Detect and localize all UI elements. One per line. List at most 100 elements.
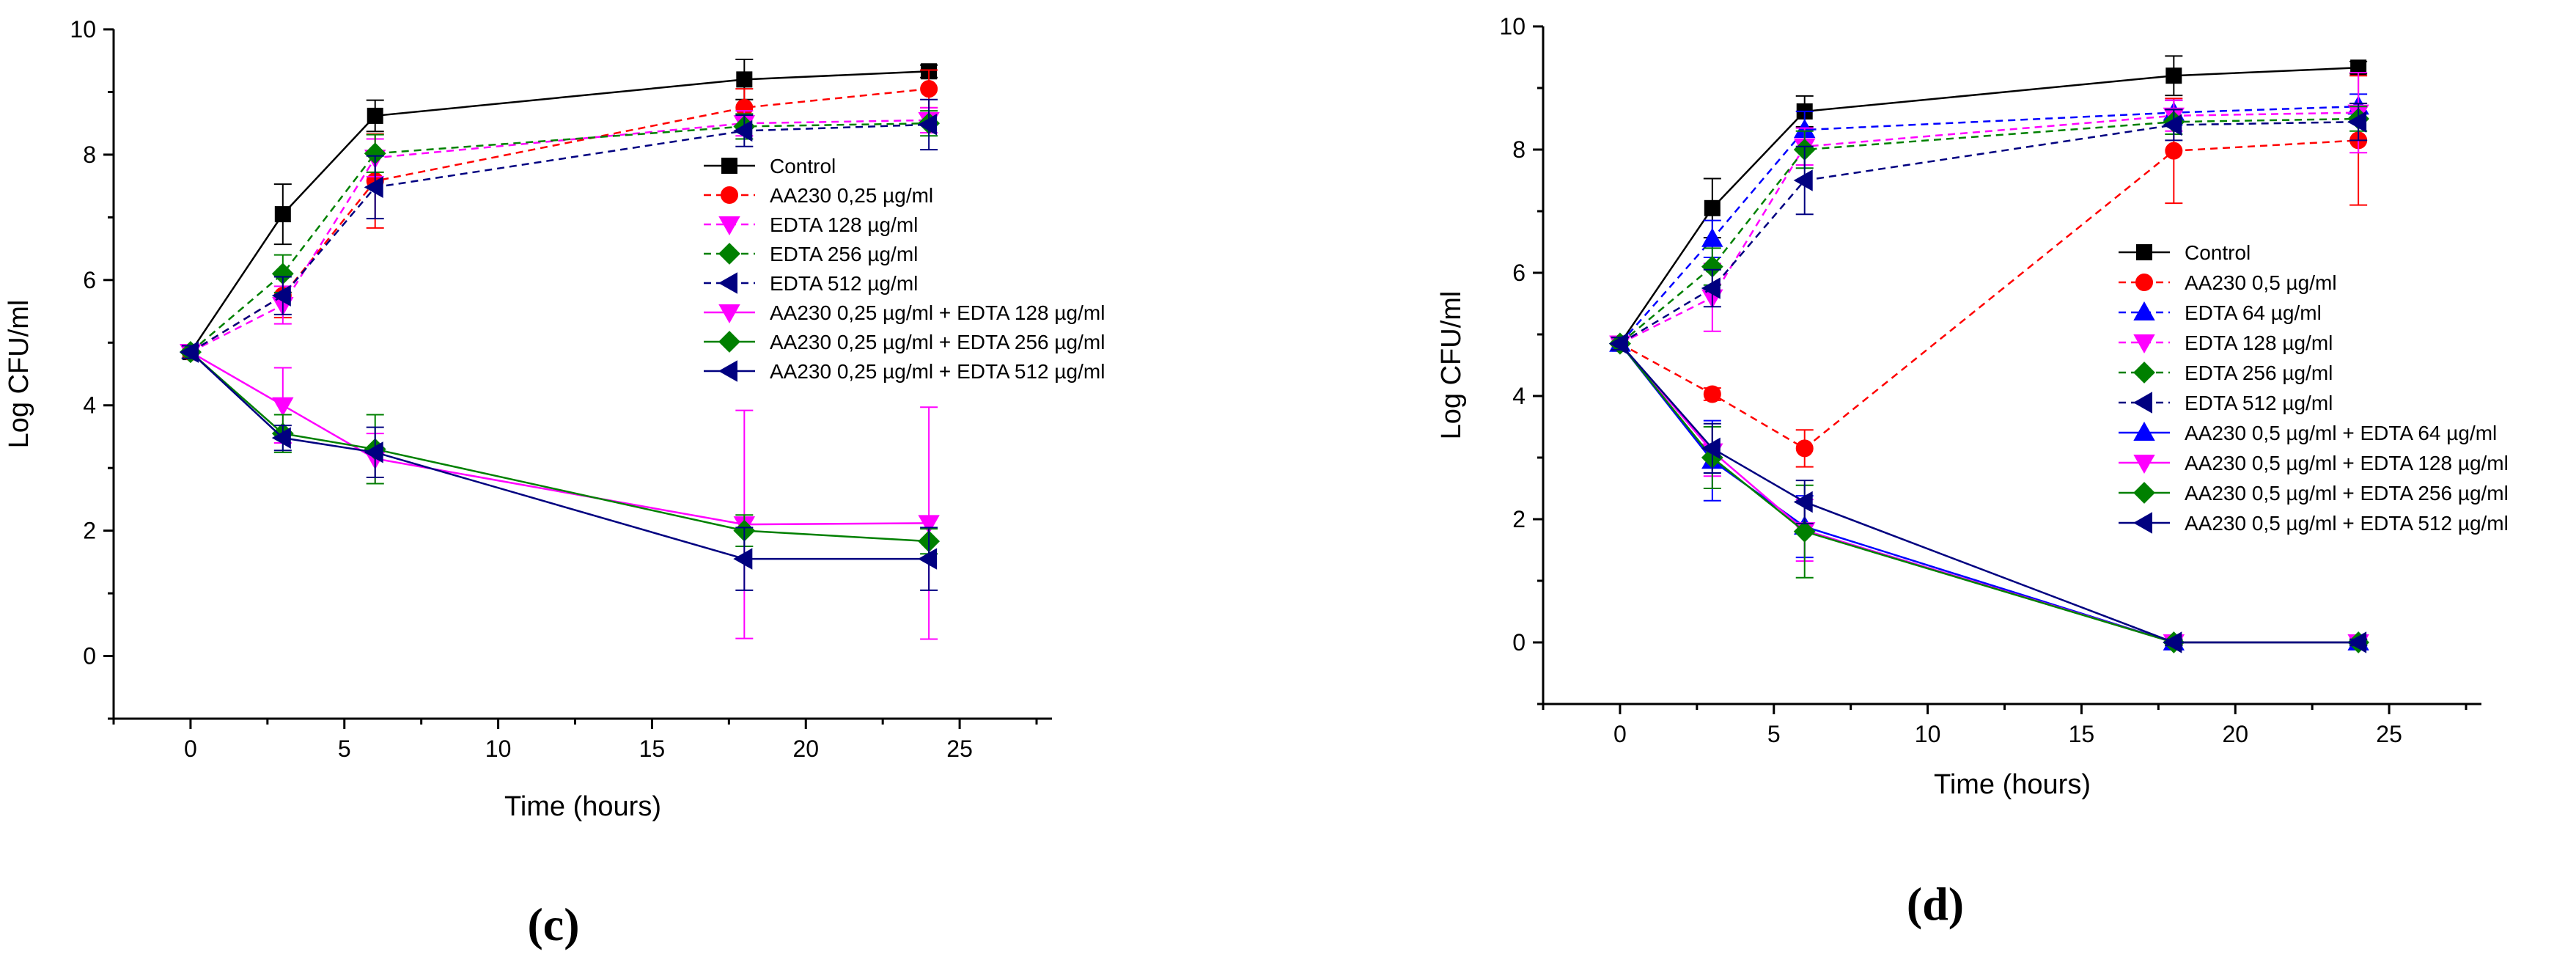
x-tick-label: 25 [2376, 721, 2402, 747]
y-tick-label: 2 [1512, 506, 1526, 532]
legend-label: AA230 0,5 µg/ml [2185, 271, 2337, 294]
legend-marker [2133, 455, 2155, 474]
data-point [1793, 169, 1813, 191]
data-point [1703, 385, 1721, 403]
data-point [733, 548, 753, 570]
legend-marker [2133, 334, 2155, 354]
data-point [2165, 67, 2182, 84]
data-point [920, 80, 938, 98]
x-tick-label: 5 [338, 736, 351, 762]
data-point [1795, 439, 1814, 458]
y-axis-label: Log CFU/ml [4, 300, 34, 449]
series-5 [180, 344, 940, 640]
data-point [2165, 142, 2183, 160]
series-5 [1608, 103, 2368, 355]
data-point [736, 71, 753, 88]
data-point [272, 397, 294, 417]
legend-label: EDTA 64 µg/ml [2185, 301, 2322, 324]
x-tick-label: 15 [639, 736, 666, 762]
y-tick-label: 4 [83, 392, 96, 419]
series-line [1619, 117, 2359, 345]
data-point [1704, 199, 1721, 216]
legend-label: EDTA 256 µg/ml [770, 243, 918, 265]
legend-marker [2133, 482, 2155, 504]
data-point [1701, 277, 1721, 299]
x-tick-label: 25 [946, 736, 973, 762]
x-tick-label: 15 [2069, 721, 2095, 747]
legend-label: AA230 0,25 µg/ml + EDTA 128 µg/ml [770, 301, 1105, 324]
data-point [2347, 111, 2367, 133]
x-tick-label: 0 [184, 736, 197, 762]
legend-label: AA230 0,25 µg/ml [770, 184, 933, 207]
legend-label: AA230 0,25 µg/ml + EDTA 512 µg/ml [770, 360, 1105, 383]
legend-label: EDTA 128 µg/ml [770, 213, 918, 236]
data-point [1701, 437, 1721, 460]
x-axis-label: Time (hours) [1934, 769, 2091, 800]
x-tick-label: 0 [1613, 721, 1627, 747]
legend-marker [721, 186, 738, 204]
legend: Control AA230 0,25 µg/ml EDTA 128 µg/ml EDT… [704, 155, 1105, 383]
legend-label: EDTA 256 µg/ml [2185, 362, 2333, 384]
legend-marker [2133, 301, 2155, 320]
panel-label: (c) [527, 898, 579, 950]
y-tick-label: 8 [83, 142, 96, 168]
legend-label: Control [770, 155, 836, 177]
legend-marker [2136, 244, 2152, 260]
data-point [918, 114, 938, 136]
data-point [2163, 114, 2182, 136]
legend-label: EDTA 512 µg/ml [770, 272, 918, 295]
y-tick-label: 2 [83, 518, 96, 544]
series-3 [180, 110, 941, 364]
legend-marker [718, 216, 740, 236]
data-point [918, 548, 938, 570]
legend-marker [2132, 512, 2152, 534]
y-tick-label: 6 [83, 267, 96, 293]
data-point [364, 176, 383, 199]
x-tick-label: 5 [1767, 721, 1781, 747]
chart-panel-d: 0 2 4 6 8 10 0 5 10 15 20 25 Time (hours) Log CFU/ml (… [1436, 13, 2509, 930]
y-tick-label: 6 [1512, 260, 1526, 286]
data-point [2347, 631, 2367, 653]
series-line [190, 122, 930, 353]
y-tick-label: 10 [1499, 13, 1526, 40]
series-line [1619, 105, 2359, 345]
legend-label: AA230 0,5 µg/ml + EDTA 256 µg/ml [2185, 482, 2509, 505]
legend-marker [2133, 421, 2155, 441]
data-point [1701, 227, 1723, 247]
legend-marker [718, 272, 737, 294]
series-7 [179, 341, 938, 591]
legend-marker [718, 243, 740, 265]
y-tick-label: 8 [1512, 136, 1526, 163]
x-axis-label: Time (hours) [504, 791, 661, 822]
legend-marker [2135, 274, 2153, 291]
data-point [733, 120, 753, 142]
x-tick-label: 20 [792, 736, 819, 762]
legend-label: EDTA 512 µg/ml [2185, 392, 2333, 414]
y-tick-label: 10 [70, 16, 96, 43]
legend-marker [2132, 392, 2152, 414]
legend-marker [718, 304, 740, 324]
data-point [918, 515, 940, 535]
data-point [2163, 631, 2182, 653]
legend-marker [718, 360, 737, 382]
panel-label: (d) [1907, 878, 1964, 930]
chart-panel-c: 0 2 4 6 8 10 0 5 10 15 20 25 Time (hours) Log CFU/ml (… [4, 16, 1105, 950]
legend-marker [721, 158, 737, 174]
legend: Control AA230 0,5 µg/ml EDTA 64 µg/ml EDTA … [2119, 241, 2509, 535]
x-tick-label: 20 [2222, 721, 2248, 747]
data-point [1793, 491, 1813, 513]
data-point [271, 285, 291, 307]
data-point [1793, 520, 1816, 543]
y-axis-label: Log CFU/ml [1436, 291, 1467, 440]
data-point [271, 427, 291, 449]
x-tick-label: 10 [485, 736, 512, 762]
data-point [274, 206, 291, 223]
y-tick-label: 4 [1512, 383, 1526, 409]
y-tick-label: 0 [1512, 629, 1526, 656]
data-point [179, 341, 199, 363]
legend-label: AA230 0,5 µg/ml + EDTA 64 µg/ml [2185, 422, 2497, 444]
y-tick-label: 0 [83, 643, 96, 670]
series-9 [1608, 332, 2368, 653]
legend-label: AA230 0,25 µg/ml + EDTA 256 µg/ml [770, 331, 1105, 353]
